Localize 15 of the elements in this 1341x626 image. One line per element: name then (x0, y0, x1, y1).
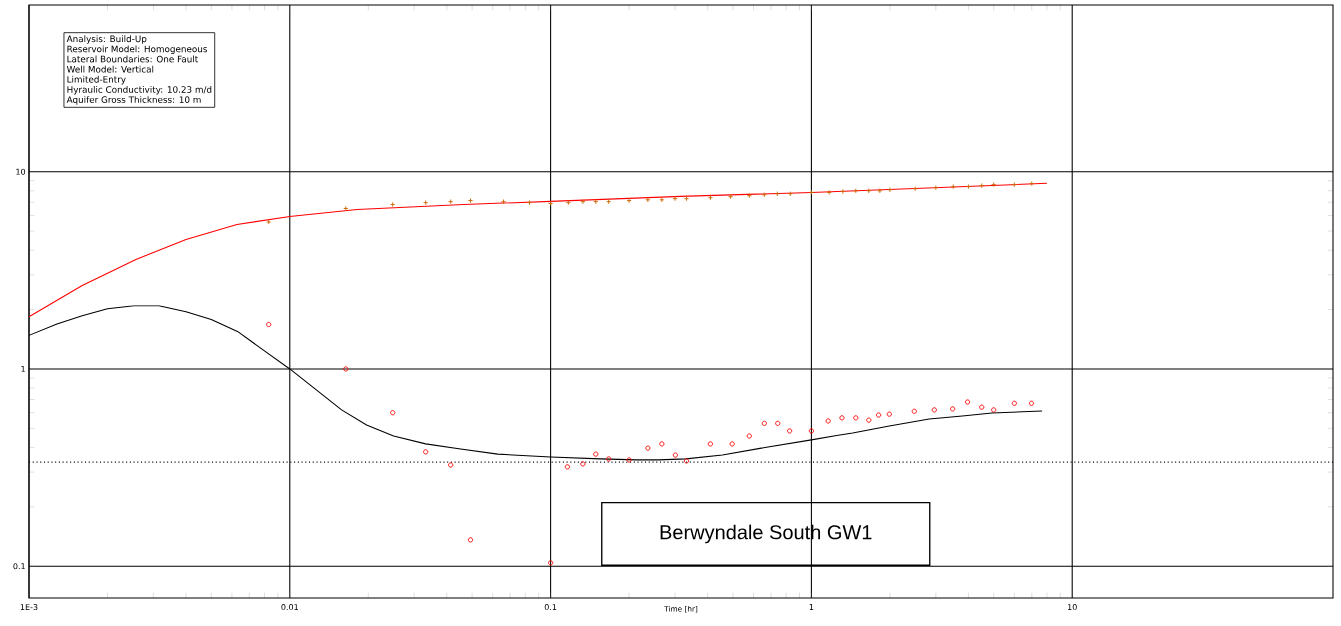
y-tick-label: 10 (16, 168, 26, 175)
x-tick-label: 0.01 (281, 604, 298, 611)
annotation: Reservoir Model: Homogeneous (67, 45, 208, 54)
annotation: Limited-Entry (67, 75, 126, 85)
annotation: Analysis: Build-Up (66, 35, 147, 44)
x-tick-label: 1E-3 (20, 604, 38, 611)
y-tick-label: 0.1 (13, 563, 25, 570)
annotation: Hyraulic Conductivity: 10.23 m/d (67, 86, 212, 95)
annotation: Well Model: Vertical (66, 65, 154, 73)
x-tick-label: 0.1 (544, 604, 557, 611)
x-tick-label: 10 (1067, 604, 1077, 611)
annotation: Aquifer Gross Thickness: 10 m (66, 96, 201, 105)
y-tick-label: 1 (21, 366, 25, 372)
annotation: Lateral Boundaries: One Fault (67, 55, 198, 63)
x-tick-label: 1 (809, 604, 814, 610)
